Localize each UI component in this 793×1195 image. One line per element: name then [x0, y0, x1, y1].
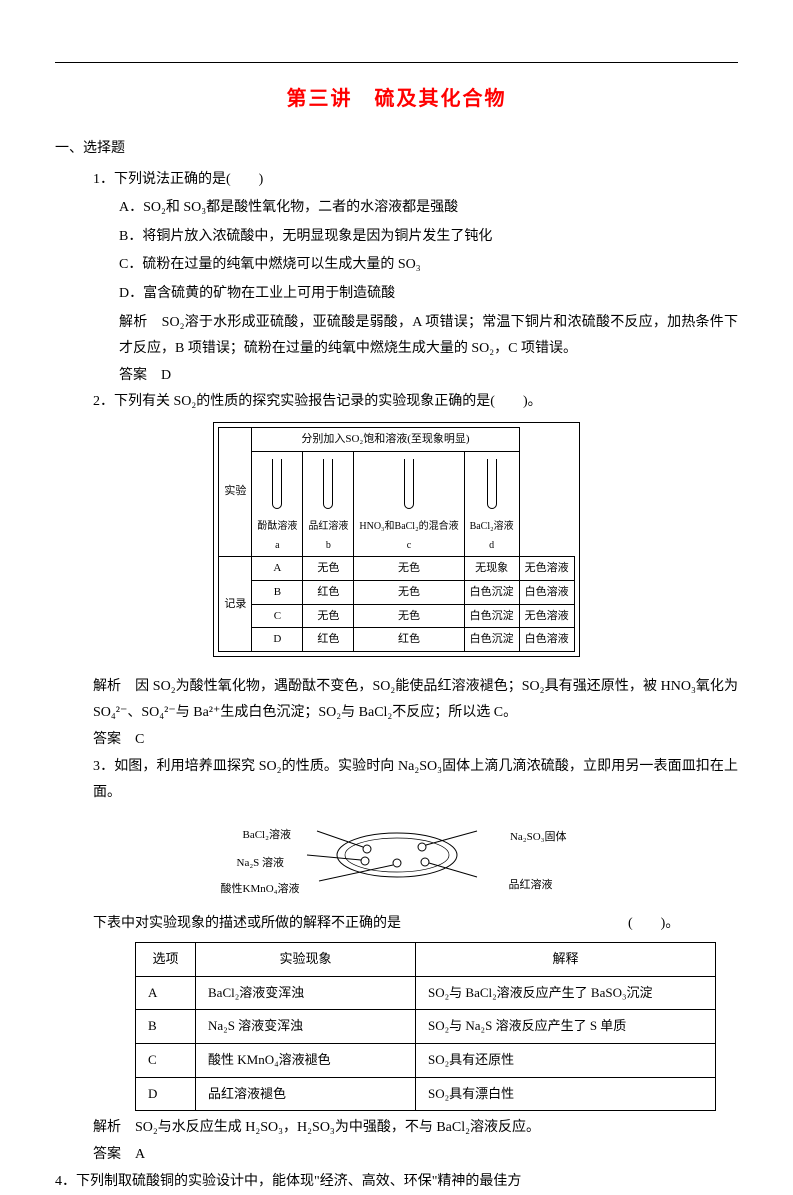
rec-label: 记录 [219, 556, 252, 652]
table-row: ABaCl₂溶液变浑浊SO₂与 BaCl₂溶液反应产生了 BaSO₃沉淀 [136, 976, 716, 1010]
exp-row-label: 实验 [219, 427, 252, 556]
q1-stem: 1．下列说法正确的是( ) [55, 167, 738, 194]
q4-stem: 4．下列制取硫酸铜的实验设计中，能体现"经济、高效、环保"精神的最佳方 [55, 1169, 738, 1195]
q2-explain: 解析 因 SO₂为酸性氧化物，遇酚酞不变色，SO₂能使品红溶液褪色；SO₂具有强… [55, 674, 738, 727]
q2-figure: 实验 分别加入SO₂饱和溶液(至现象明显) 酚酞溶液a 品红溶液b HNO₃和B… [55, 422, 738, 668]
q1-opt-d: D．富含硫黄的矿物在工业上可用于制造硫酸 [119, 281, 738, 308]
tube-a: 酚酞溶液a [252, 451, 303, 556]
exp-header: 分别加入SO₂饱和溶液(至现象明显) [252, 427, 519, 451]
q3-stem: 3．如图，利用培养皿探究 SO₂的性质。实验时向 Na₂SO₃固体上滴几滴浓硫酸… [55, 754, 738, 807]
tube-b: 品红溶液b [303, 451, 354, 556]
section-heading: 一、选择题 [55, 136, 738, 163]
q3-figure: BaCl₂溶液 Na₂S 溶液 酸性KMnO₄溶液 Na₂SO₃固体 品红溶液 [55, 815, 738, 906]
q1-explain: 解析 SO₂溶于水形成亚硫酸，亚硫酸是弱酸，A 项错误；常温下铜片和浓硫酸不反应… [55, 310, 738, 363]
page-title: 第三讲 硫及其化合物 [55, 80, 738, 118]
q1-options: A．SO₂和 SO₃都是酸性氧化物，二者的水溶液都是强酸 B．将铜片放入浓硫酸中… [55, 195, 738, 307]
q2-exp-table: 实验 分别加入SO₂饱和溶液(至现象明显) 酚酞溶液a 品红溶液b HNO₃和B… [218, 427, 574, 652]
q1-opt-a: A．SO₂和 SO₃都是酸性氧化物，二者的水溶液都是强酸 [119, 195, 738, 222]
tube-c: HNO₃和BaCl₂的混合液c [354, 451, 464, 556]
q3-tail: 下表中对实验现象的描述或所做的解释不正确的是 ( )。 [55, 911, 738, 938]
lbl-na2s: Na₂S 溶液 [237, 853, 285, 874]
lbl-kmno4: 酸性KMnO₄溶液 [221, 879, 300, 900]
q2-answer: 答案 C [55, 727, 738, 754]
q1-opt-b: B．将铜片放入浓硫酸中，无明显现象是因为铜片发生了钝化 [119, 224, 738, 251]
table-row: D品红溶液褪色SO₂具有漂白性 [136, 1077, 716, 1111]
q3-table: 选项 实验现象 解释 ABaCl₂溶液变浑浊SO₂与 BaCl₂溶液反应产生了 … [135, 942, 716, 1111]
table-row: BNa₂S 溶液变浑浊SO₂与 Na₂S 溶液反应产生了 S 单质 [136, 1010, 716, 1044]
q3-answer: 答案 A [55, 1142, 738, 1169]
lbl-pinhong: 品红溶液 [509, 875, 553, 896]
lbl-na2so3: Na₂SO₃固体 [510, 827, 567, 848]
q1-answer: 答案 D [55, 363, 738, 390]
q2-stem: 2．下列有关 SO₂的性质的探究实验报告记录的实验现象正确的是( )。 [55, 389, 738, 416]
table-header-row: 选项 实验现象 解释 [136, 943, 716, 977]
top-horizontal-rule [55, 62, 738, 63]
q3-explain: 解析 SO₂与水反应生成 H₂SO₃，H₂SO₃为中强酸，不与 BaCl₂溶液反… [55, 1115, 738, 1142]
table-row: C酸性 KMnO₄溶液褪色SO₂具有还原性 [136, 1044, 716, 1078]
q1-opt-c: C．硫粉在过量的纯氧中燃烧可以生成大量的 SO₃ [119, 252, 738, 279]
lbl-bacl2: BaCl₂溶液 [243, 825, 291, 846]
tube-d: BaCl₂溶液d [464, 451, 519, 556]
